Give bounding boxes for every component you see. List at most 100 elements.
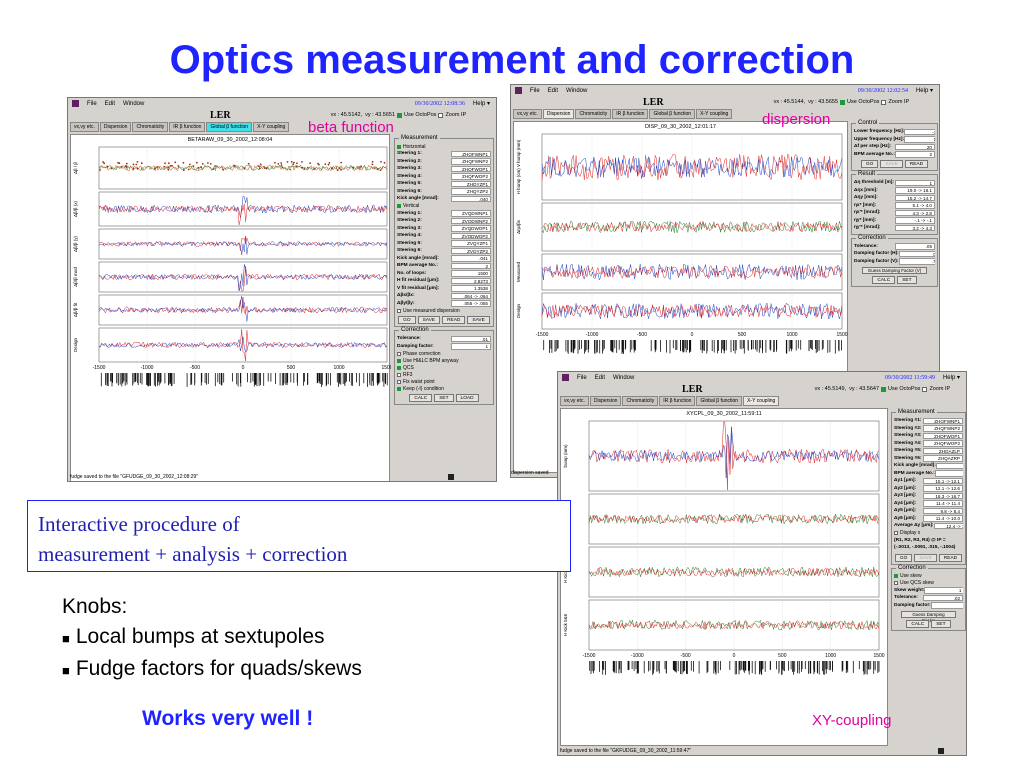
use-octopos-checkbox[interactable] <box>840 99 846 105</box>
tab-xy-coupling[interactable]: X-Y coupling <box>743 396 780 406</box>
menu-window[interactable]: Window <box>566 87 588 94</box>
use-qcs-skew-toggle[interactable]: Use QCS skew <box>894 580 963 587</box>
tab-ir-beta[interactable]: IR β function <box>612 109 649 119</box>
param-field[interactable]: 19.0 -> 18.1 <box>895 187 935 194</box>
tab-tunes[interactable]: νx,νy etc. <box>513 109 542 119</box>
tab-dispersion[interactable]: Dispersion <box>542 109 575 119</box>
option-toggle[interactable]: Phase correction <box>397 350 491 357</box>
horizontal-toggle[interactable]: Horizontal <box>397 143 491 150</box>
menu-help[interactable]: Help ▾ <box>472 101 490 107</box>
read-button[interactable]: READ <box>904 160 929 168</box>
param-field[interactable]: ZHQFWOP2 <box>451 173 491 180</box>
param-field[interactable]: 3.2 -> 4.3 <box>895 224 935 231</box>
param-field[interactable]: 1 <box>451 343 491 350</box>
go-button[interactable]: GO <box>894 553 913 562</box>
tab-chromaticity[interactable]: Chromaticity <box>132 122 169 132</box>
param-field[interactable]: 5.1 -> 4.0 <box>895 202 935 209</box>
read-button[interactable]: READ <box>442 316 466 324</box>
param-field[interactable]: .055 -> .055 <box>451 300 491 307</box>
tab-global-beta[interactable]: Global β function <box>206 122 253 132</box>
param-field[interactable]: 11.4 -> 11.4 <box>923 500 963 507</box>
param-field[interactable]: .040 <box>451 195 491 202</box>
param-field[interactable]: 1 <box>924 587 963 594</box>
guess-damping-button[interactable]: Guess Damping Factor <box>900 611 957 623</box>
param-field[interactable]: 0 <box>898 250 935 257</box>
param-field[interactable]: ZHQFWNP2 <box>451 158 491 165</box>
set-button[interactable]: SET <box>897 276 917 284</box>
param-field[interactable]: 2 <box>451 262 491 269</box>
param-field[interactable]: ZVQDWNP2 <box>451 217 491 224</box>
param-field[interactable]: 1.3538 <box>451 285 491 292</box>
use-measured-dispersion[interactable]: Use measured dispersion <box>397 307 491 314</box>
param-field[interactable]: ZVQYZP1 <box>451 240 491 247</box>
option-toggle[interactable]: Fix waist point <box>397 378 491 385</box>
calc-button[interactable]: CALC <box>872 276 896 284</box>
tab-xy-coupling[interactable]: X-Y coupling <box>253 122 290 132</box>
option-toggle[interactable]: QCS <box>397 364 491 371</box>
param-field[interactable]: ZHQFWNP2 <box>923 425 963 432</box>
param-field[interactable]: ZHQFWOP1 <box>923 432 963 439</box>
param-field[interactable]: ZHQAZRP <box>923 455 963 462</box>
save-button[interactable]: SAVE <box>914 553 937 562</box>
menu-window[interactable]: Window <box>123 100 145 107</box>
param-field[interactable]: ZHQFWOP2 <box>923 440 963 447</box>
param-field[interactable]: .01 <box>451 335 491 342</box>
param-field[interactable]: 4.3 -> 2.8 <box>895 209 935 216</box>
menu-help[interactable]: Help ▾ <box>915 88 933 94</box>
menu-file[interactable]: File <box>577 374 587 381</box>
display-x-toggle[interactable]: Display x <box>894 530 963 537</box>
save-button[interactable]: SAVE <box>880 160 903 168</box>
go-button[interactable]: GO <box>398 316 416 324</box>
param-field[interactable]: 16.3 -> 16.7 <box>923 492 963 499</box>
tab-tunes[interactable]: νx,νy etc. <box>70 122 99 132</box>
param-field[interactable]: 9.8 -> 8.4 <box>923 507 963 514</box>
param-field[interactable]: ZHQFWNP1 <box>451 150 491 157</box>
param-field[interactable]: 1500 <box>451 270 491 277</box>
param-field[interactable]: -.1 -> -.1 <box>895 217 935 224</box>
param-field[interactable]: 15.1 -> 12.1 <box>923 477 963 484</box>
param-field[interactable]: 12.4 -> 11.9 <box>933 522 963 529</box>
param-field[interactable]: .080 <box>935 462 963 469</box>
param-field[interactable]: 20 <box>895 143 935 150</box>
tab-chromaticity[interactable]: Chromaticity <box>575 109 612 119</box>
tab-ir-beta[interactable]: IR β function <box>659 396 696 406</box>
read-button[interactable]: READ <box>938 553 963 562</box>
calc-button[interactable]: CALC <box>906 620 930 628</box>
menu-file[interactable]: File <box>530 87 540 94</box>
param-field[interactable]: ZHQAZLP <box>923 447 963 454</box>
tab-global-beta[interactable]: Global β function <box>649 109 696 119</box>
use-octopos-checkbox[interactable] <box>397 112 403 118</box>
guess-damping-button[interactable]: Guess Damping Factor (V) <box>862 267 927 274</box>
vertical-toggle[interactable]: Vertical <box>397 203 491 210</box>
use-skew-toggle[interactable]: Use skew <box>894 573 963 580</box>
param-field[interactable]: 12.1 -> 12.6 <box>923 485 963 492</box>
param-field[interactable]: 2 <box>934 470 963 477</box>
option-toggle[interactable]: Use HI&LC BPM anyway <box>397 357 491 364</box>
param-field[interactable]: ZVQDWOP1 <box>451 225 491 232</box>
param-field[interactable]: ZHQYZP2 <box>451 188 491 195</box>
menu-file[interactable]: File <box>87 100 97 107</box>
param-field[interactable]: 2 <box>895 151 935 158</box>
menu-help[interactable]: Help ▾ <box>942 375 960 381</box>
menu-edit[interactable]: Edit <box>104 100 116 107</box>
param-field[interactable]: 1 <box>895 179 935 186</box>
calc-button[interactable]: CALC <box>409 394 433 402</box>
zoom-ip-checkbox[interactable] <box>881 99 887 105</box>
param-field[interactable]: .05 <box>895 243 935 250</box>
param-field[interactable]: ZVQDWOP2 <box>451 232 491 239</box>
param-field[interactable]: 2.8273 <box>451 277 491 284</box>
menu-window[interactable]: Window <box>613 374 635 381</box>
load-button[interactable]: LOAD <box>455 394 479 402</box>
param-field[interactable]: 11.4 -> 10.0 <box>923 515 963 522</box>
tab-ir-beta[interactable]: IR β function <box>169 122 206 132</box>
tab-tunes[interactable]: νx,νy etc. <box>560 396 589 406</box>
param-field[interactable]: ZVQDWNP1 <box>451 210 491 217</box>
use-octopos-checkbox[interactable] <box>881 386 887 392</box>
tab-dispersion[interactable]: Dispersion <box>99 122 132 132</box>
go-button[interactable]: GO <box>860 160 879 168</box>
param-field[interactable]: -100 <box>904 128 935 135</box>
menu-edit[interactable]: Edit <box>547 87 559 94</box>
param-field[interactable]: ZVQYZP2 <box>451 247 491 254</box>
save-beta-button[interactable]: SAVE <box>467 316 490 324</box>
param-field[interactable]: ZHQFWNP1 <box>923 417 963 424</box>
